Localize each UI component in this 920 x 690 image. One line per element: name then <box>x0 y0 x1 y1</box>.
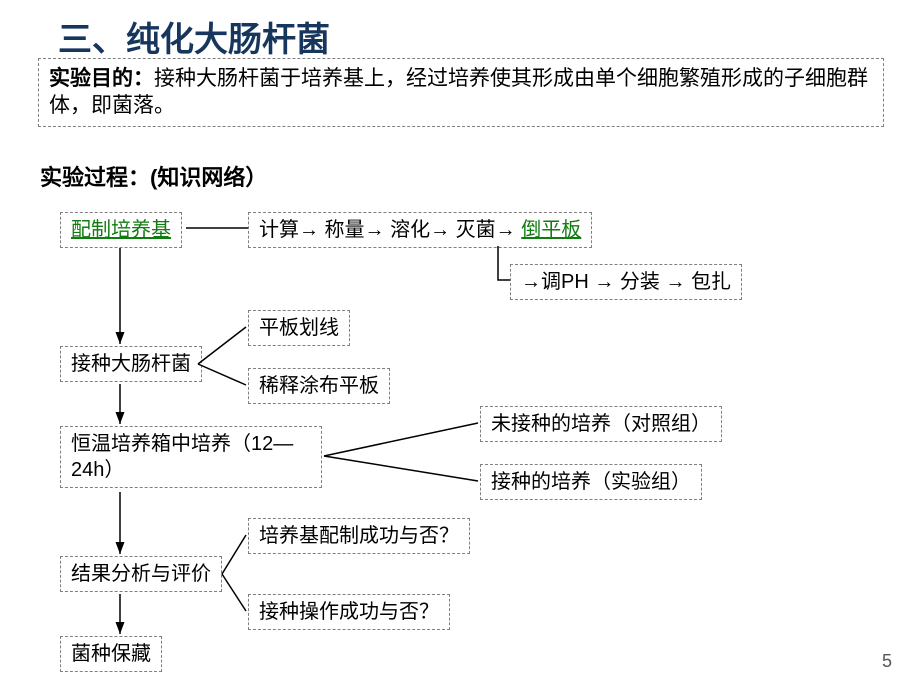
node-question-inoculation: 接种操作成功与否？ <box>248 594 450 630</box>
node-control-group: 未接种的培养（对照组） <box>480 406 722 442</box>
objective-label: 实验目的： <box>49 67 154 90</box>
slide: 三、纯化大肠杆菌 实验目的：接种大肠杆菌于培养基上，经过培养使其形成由单个细胞繁… <box>0 0 920 690</box>
node-question-medium: 培养基配制成功与否？ <box>248 518 470 554</box>
ph-chain-text: 调PH → 分装 → 包扎 <box>541 271 731 293</box>
node-calc-chain: 计算→ 称量→ 溶化→ 灭菌→ 倒平板 <box>248 212 592 248</box>
node-streak-plate: 平板划线 <box>248 310 350 346</box>
calc-chain-text: 计算→ 称量→ 溶化→ 灭菌→ <box>259 219 521 241</box>
page-number: 5 <box>882 651 892 672</box>
section-heading: 三、纯化大肠杆菌 <box>58 12 330 61</box>
pour-plate-link[interactable]: 倒平板 <box>521 219 581 241</box>
prepare-medium-link[interactable]: 配制培养基 <box>71 219 171 241</box>
node-prepare-medium[interactable]: 配制培养基 <box>60 212 182 248</box>
node-inoculate: 接种大肠杆菌 <box>60 346 202 382</box>
node-preserve-strain: 菌种保藏 <box>60 636 162 672</box>
node-ph-chain: →调PH → 分装 → 包扎 <box>510 264 742 300</box>
process-label: 实验过程：(知识网络） <box>40 160 267 192</box>
node-analysis: 结果分析与评价 <box>60 556 222 592</box>
objective-text: 接种大肠杆菌于培养基上，经过培养使其形成由单个细胞繁殖形成的子细胞群体，即菌落。 <box>49 67 868 117</box>
experiment-objective-box: 实验目的：接种大肠杆菌于培养基上，经过培养使其形成由单个细胞繁殖形成的子细胞群体… <box>38 58 884 127</box>
ph-arrow-prefix: → <box>521 271 541 293</box>
node-incubate: 恒温培养箱中培养（12—24h） <box>60 426 322 488</box>
node-experiment-group: 接种的培养（实验组） <box>480 464 702 500</box>
node-spread-plate: 稀释涂布平板 <box>248 368 390 404</box>
